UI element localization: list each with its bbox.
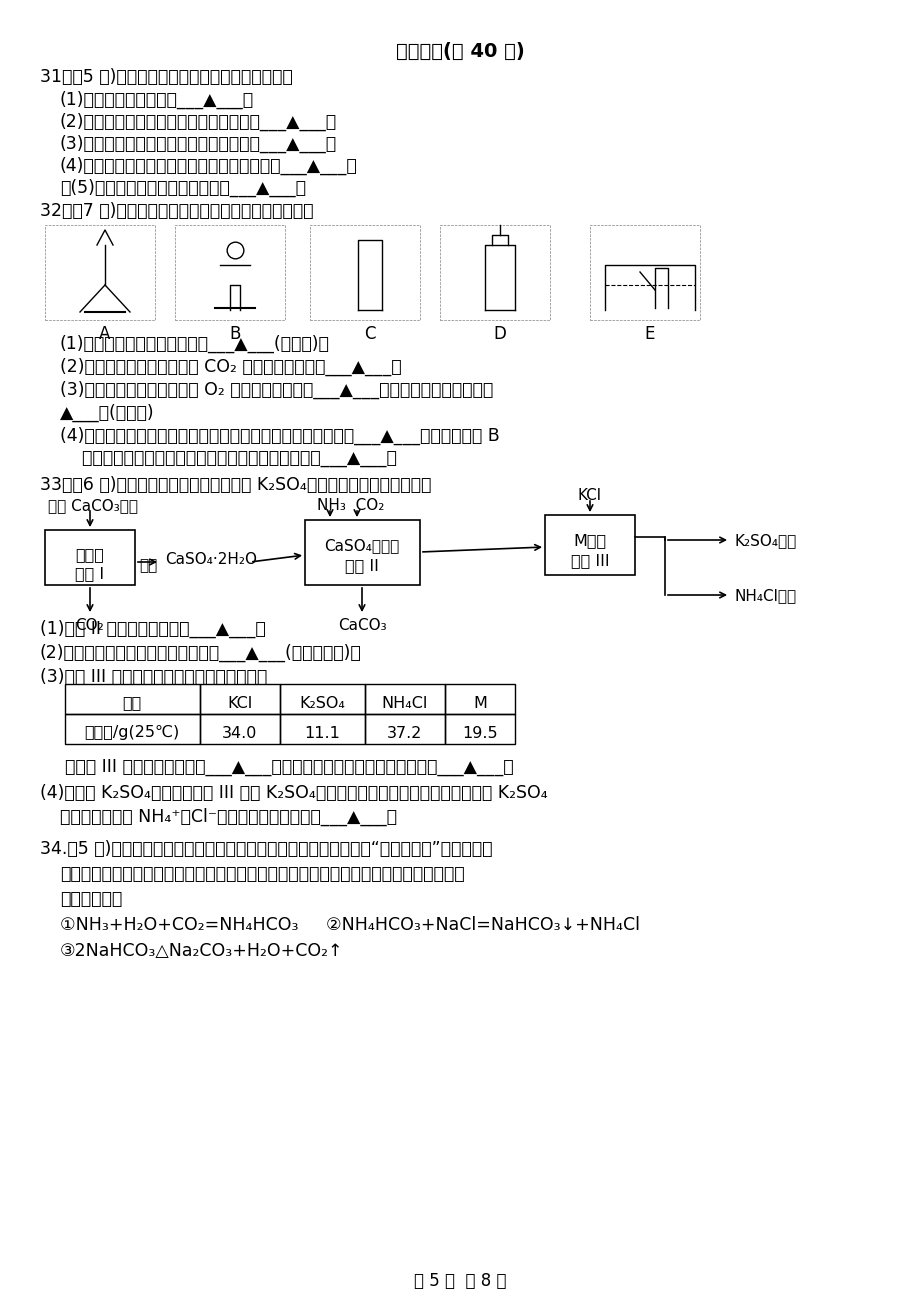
- Text: 反应 III: 反应 III: [570, 553, 608, 568]
- Bar: [365, 684, 445, 713]
- Text: 11.1: 11.1: [304, 725, 339, 741]
- Text: 物质: 物质: [122, 695, 142, 711]
- Text: 则反应 III 的化学方程式为：___▲___，该反应在常温下能发生的原因是：___▲___；: 则反应 III 的化学方程式为：___▲___，该反应在常温下能发生的原因是：_…: [65, 758, 513, 776]
- Bar: [279, 684, 365, 713]
- Text: 过量 CaCO₃粉末: 过量 CaCO₃粉末: [48, 497, 138, 513]
- Text: 19.5: 19.5: [461, 725, 497, 741]
- Text: M: M: [472, 695, 486, 711]
- Text: ▲___；(填序号): ▲___；(填序号): [60, 404, 154, 422]
- Text: (4)用饱和 K₂SO₄溶液洗涤反应 III 所得 K₂SO₄晶体的目的主要有两个，一是为了除去 K₂SO₄: (4)用饱和 K₂SO₄溶液洗涤反应 III 所得 K₂SO₄晶体的目的主要有两…: [40, 784, 547, 802]
- Bar: [439, 225, 550, 320]
- Text: (1)收集氢气可以选用的装置是___▲___(填序号)；: (1)收集氢气可以选用的装置是___▲___(填序号)；: [60, 335, 330, 353]
- Bar: [445, 684, 515, 713]
- Text: (2)上述流程中可循环使用的物质有：___▲___(填写化学式)；: (2)上述流程中可循环使用的物质有：___▲___(填写化学式)；: [40, 644, 361, 663]
- Bar: [65, 684, 199, 713]
- Text: 32．（7 分)下列为实验室常用的实验装置，回答问题：: 32．（7 分)下列为实验室常用的实验装置，回答问题：: [40, 202, 313, 220]
- Text: 第 5 页  共 8 页: 第 5 页 共 8 页: [414, 1272, 505, 1290]
- Text: 34.（5 分)我国化工专家侯德榙曾为世界制碱工业做出了突出贡献。“侯氏制碱法”是以食盐、: 34.（5 分)我国化工专家侯德榙曾为世界制碱工业做出了突出贡献。“侯氏制碱法”…: [40, 840, 492, 858]
- Text: ①NH₃+H₂O+CO₂=NH₄HCO₃     ②NH₄HCO₃+NaCl=NaHCO₃↓+NH₄Cl: ①NH₃+H₂O+CO₂=NH₄HCO₃ ②NH₄HCO₃+NaCl=NaHCO…: [60, 917, 640, 934]
- Bar: [199, 684, 279, 713]
- Text: (3)用加热高锨酸鐗固体制取 O₂ 的化学方程式为：___▲___，应选用的发生装置为：: (3)用加热高锨酸鐗固体制取 O₂ 的化学方程式为：___▲___，应选用的发生…: [60, 381, 493, 400]
- Text: (4)炼鐵高炉内氧化鐵与一氧化碗反应生成鐵：___▲___；: (4)炼鐵高炉内氧化鐵与一氧化碗反应生成鐵：___▲___；: [60, 158, 357, 176]
- Text: (4)用二氧化锔粉末与过氧化氢溶液制备氧气的化学方程式是：___▲___，上述反应在 B: (4)用二氧化锔粉末与过氧化氢溶液制备氧气的化学方程式是：___▲___，上述反…: [60, 427, 499, 445]
- Text: C: C: [364, 326, 375, 342]
- Bar: [279, 713, 365, 743]
- Bar: [305, 519, 420, 585]
- Text: KCl: KCl: [227, 695, 253, 711]
- Text: NH₄Cl溶液: NH₄Cl溶液: [734, 589, 796, 603]
- Bar: [445, 713, 515, 743]
- Bar: [175, 225, 285, 320]
- Text: 废硬酸: 废硬酸: [75, 547, 105, 562]
- Text: CaSO₄悬浊液: CaSO₄悬浊液: [324, 538, 399, 553]
- Text: 简要表示为：: 简要表示为：: [60, 891, 122, 907]
- Text: B: B: [229, 326, 241, 342]
- Bar: [65, 713, 199, 743]
- Text: 37.2: 37.2: [387, 725, 422, 741]
- Text: CaCO₃: CaCO₃: [337, 618, 386, 633]
- Text: 34.0: 34.0: [222, 725, 257, 741]
- Text: (2)实验室里用锅粒与稀确酸反应制氢气：___▲___；: (2)实验室里用锅粒与稀确酸反应制氢气：___▲___；: [60, 113, 336, 132]
- Text: (1)反应 II 的化学方程式为：___▲___：: (1)反应 II 的化学方程式为：___▲___：: [40, 620, 266, 638]
- Text: K₂SO₄晶体: K₂SO₄晶体: [734, 533, 797, 548]
- Bar: [365, 713, 445, 743]
- Text: 溶解度/g(25℃): 溶解度/g(25℃): [85, 725, 179, 741]
- Text: 31．（5 分)根据下列事实写出相应的化学方程式。: 31．（5 分)根据下列事实写出相应的化学方程式。: [40, 68, 292, 86]
- Text: 分离: 分离: [139, 559, 157, 573]
- Text: ；(5)将熟石灰与硬酸铵混合研磨：___▲___；: ；(5)将熟石灰与硬酸铵混合研磨：___▲___；: [60, 178, 306, 198]
- Text: CO₂: CO₂: [75, 618, 104, 633]
- Text: 33．（6 分)某实验小组利用废硬酸液制备 K₂SO₄，设计的流程如下图所示：: 33．（6 分)某实验小组利用废硬酸液制备 K₂SO₄，设计的流程如下图所示：: [40, 477, 431, 493]
- Bar: [199, 713, 279, 743]
- Bar: [310, 225, 420, 320]
- Text: 氨气、二氧化碗等为原料先制得碗酸氢鑰，进而生产出纯碱。其生产过程用化学方程式可: 氨气、二氧化碗等为原料先制得碗酸氢鑰，进而生产出纯碱。其生产过程用化学方程式可: [60, 865, 464, 883]
- Text: 反应 II: 反应 II: [345, 559, 379, 573]
- Text: (3)反应 III 中相关物质的溶解度如下表所示：: (3)反应 III 中相关物质的溶解度如下表所示：: [40, 668, 267, 686]
- Text: K₂SO₄: K₂SO₄: [299, 695, 345, 711]
- Text: (3)用石灰砂浆牀的墙，久置空气后变硬：___▲___：: (3)用石灰砂浆牀的墙，久置空气后变硬：___▲___：: [60, 135, 336, 154]
- Text: 非选择题(共 40 分): 非选择题(共 40 分): [395, 42, 524, 61]
- Text: E: E: [644, 326, 654, 342]
- Text: (2)用稀盐酸和石灰石反应制 CO₂ 的化学方程式为：___▲___；: (2)用稀盐酸和石灰石反应制 CO₂ 的化学方程式为：___▲___；: [60, 358, 402, 376]
- Bar: [45, 530, 135, 585]
- Bar: [45, 225, 154, 320]
- Text: CaSO₄·2H₂O: CaSO₄·2H₂O: [165, 552, 256, 566]
- Text: KCl: KCl: [577, 488, 601, 503]
- Text: ③2NaHCO₃△Na₂CO₃+H₂O+CO₂↑: ③2NaHCO₃△Na₂CO₃+H₂O+CO₂↑: [60, 943, 343, 960]
- Text: 反应 I: 反应 I: [75, 566, 105, 581]
- Text: 晶体表面附着的 NH₄⁺、Cl⁻等杂质离子，二是为了___▲___。: 晶体表面附着的 NH₄⁺、Cl⁻等杂质离子，二是为了___▲___。: [60, 809, 397, 827]
- Bar: [544, 516, 634, 575]
- Text: M溶液: M溶液: [573, 533, 606, 548]
- Bar: [589, 225, 699, 320]
- Text: D: D: [493, 326, 505, 342]
- Text: A: A: [99, 326, 110, 342]
- Text: NH₄Cl: NH₄Cl: [381, 695, 427, 711]
- Text: 装置中进行时，关闭活塞不能使反应停止的原因是：___▲___。: 装置中进行时，关闭活塞不能使反应停止的原因是：___▲___。: [60, 450, 396, 467]
- Text: NH₃  CO₂: NH₃ CO₂: [317, 497, 384, 513]
- Text: (1)镕条在氧气中点燃：___▲___：: (1)镕条在氧气中点燃：___▲___：: [60, 91, 254, 109]
